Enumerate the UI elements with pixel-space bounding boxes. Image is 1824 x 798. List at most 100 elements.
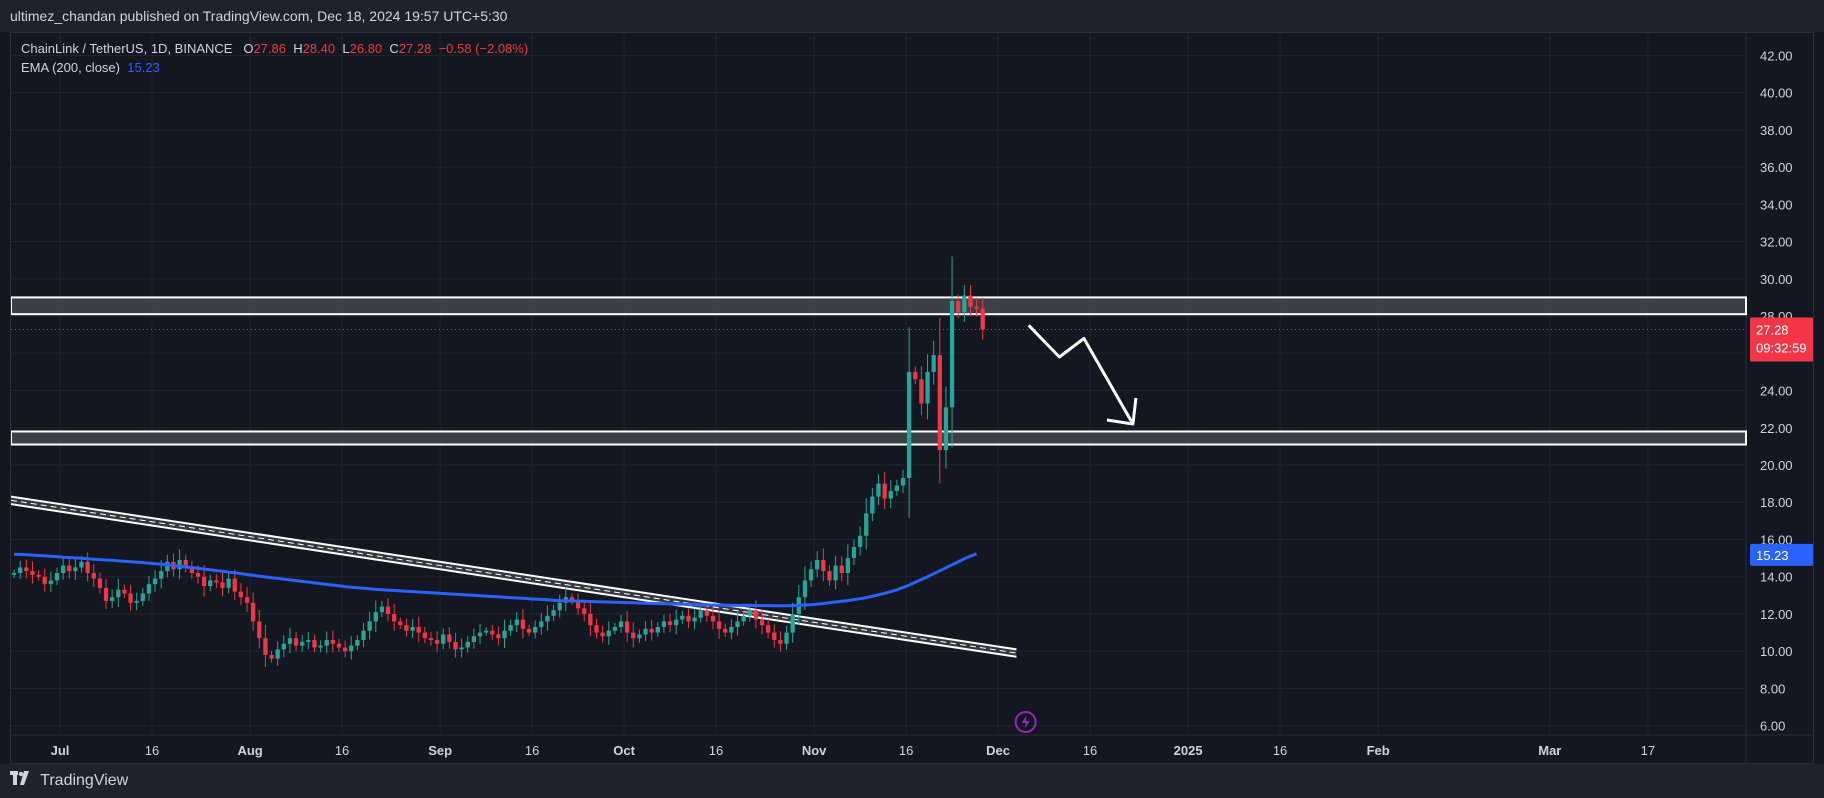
candle-body <box>545 615 550 622</box>
candle-body <box>195 573 201 577</box>
candle-body <box>238 591 244 598</box>
candle-body <box>526 628 532 633</box>
price-axis: 42.0040.0038.0036.0034.0032.0030.0028.00… <box>1760 48 1793 733</box>
candle-body <box>723 628 728 633</box>
candle-body <box>649 628 654 633</box>
candle-body <box>839 565 844 573</box>
candle-body <box>667 621 673 626</box>
candle-body <box>802 580 808 598</box>
candle-body <box>968 295 973 307</box>
trendlines <box>11 495 1017 658</box>
candle-body <box>753 610 759 620</box>
plot-area <box>11 33 1746 735</box>
candle-body <box>122 589 127 594</box>
candle-body <box>661 621 667 627</box>
time-tick-label: 16 <box>1273 743 1287 758</box>
candle-body <box>919 379 924 404</box>
ema-row[interactable]: EMA (200, close) 15.23 <box>21 58 528 77</box>
low-value: 26.80 <box>349 41 383 56</box>
candle-body <box>257 621 262 639</box>
candle-body <box>367 621 372 631</box>
candle-body <box>477 632 483 637</box>
ema-value: 15.23 <box>127 60 160 75</box>
candle-body <box>189 567 195 573</box>
tradingview-logo-icon <box>10 764 32 798</box>
candle-body <box>821 559 826 572</box>
price-chart[interactable]: 42.0040.0038.0036.0034.0032.0030.0028.00… <box>11 33 1814 764</box>
candle-body <box>54 573 60 581</box>
countdown-tag-value: 09:32:59 <box>1756 340 1807 355</box>
time-tick-label: Aug <box>237 743 262 758</box>
footer-brand[interactable]: TradingView <box>40 772 129 790</box>
time-tick-label: Feb <box>1367 743 1390 758</box>
candle-body <box>60 565 66 573</box>
candle-body <box>11 573 17 575</box>
support-zone <box>11 430 1747 446</box>
ema-price-tag <box>1750 543 1813 566</box>
candle-body <box>907 371 912 479</box>
change-value: −0.58 (−2.08%) <box>438 41 529 56</box>
candle-body <box>165 561 170 572</box>
price-tick-label: 16.00 <box>1760 532 1793 547</box>
time-tick-label: 16 <box>525 743 539 758</box>
candle-body <box>85 561 90 573</box>
candle-body <box>833 565 838 581</box>
price-tick-label: 10.00 <box>1760 644 1793 659</box>
candle-body <box>36 574 41 577</box>
close-value: 27.28 <box>398 41 432 56</box>
candle-body <box>398 621 403 626</box>
candle-body <box>759 619 765 626</box>
candle-body <box>281 643 286 650</box>
candle-body <box>772 632 777 641</box>
candle-body <box>569 597 575 601</box>
time-tick-label: 16 <box>709 743 723 758</box>
price-tick-label: 12.00 <box>1760 607 1793 622</box>
candle-body <box>422 632 427 639</box>
ohlc-row[interactable]: ChainLink / TetherUS, 1D, BINANCE O27.86… <box>21 39 528 58</box>
time-tick-label: Jul <box>51 743 70 758</box>
price-tick-label: 14.00 <box>1760 570 1793 585</box>
candle-body <box>980 308 985 330</box>
candle-body <box>373 612 378 622</box>
candle-body <box>514 619 519 626</box>
candle-body <box>73 567 78 572</box>
candle-body <box>251 602 256 622</box>
candle-body <box>600 632 605 637</box>
candle-body <box>606 630 611 637</box>
candle-body <box>110 597 115 601</box>
candle-body <box>287 638 293 644</box>
candle-body <box>385 606 391 614</box>
high-label: H <box>293 41 303 56</box>
price-tick-label: 24.00 <box>1760 384 1793 399</box>
candle-body <box>704 610 709 616</box>
candle-body <box>434 640 440 644</box>
candle-body <box>637 634 642 639</box>
candle-body <box>692 617 697 622</box>
candle-body <box>361 630 366 641</box>
candle-body <box>18 567 23 573</box>
candle-body <box>949 301 955 408</box>
candle-body <box>882 483 887 499</box>
candle-body <box>392 613 397 622</box>
candle-body <box>956 301 961 313</box>
time-axis: Jul 16 Aug 16 Sep 16 Oct 16 Nov 16 Dec 16 2025 16 Feb M… <box>51 743 1655 758</box>
time-tick-label: Dec <box>986 743 1010 758</box>
candle-body <box>655 627 660 633</box>
candle-body <box>159 571 164 579</box>
projection-path <box>1027 324 1135 425</box>
ema-label[interactable]: EMA (200, close) <box>21 60 120 75</box>
time-tick-label: 16 <box>899 743 913 758</box>
open-value: 27.86 <box>253 41 286 56</box>
price-tick-label: 32.00 <box>1760 235 1793 250</box>
legend: ChainLink / TetherUS, 1D, BINANCE O27.86… <box>21 39 528 77</box>
chart-panel[interactable]: 42.00 40.00 38.00 36.00 34.00 32.00 30.00 28.00… <box>10 32 1814 764</box>
price-tags: 27.28 09:32:59 15.23 <box>1750 317 1813 566</box>
candle-body <box>67 565 72 572</box>
symbol-title[interactable]: ChainLink / TetherUS, 1D, BINANCE <box>21 41 233 56</box>
low-label: L <box>342 41 350 56</box>
candle-body <box>97 578 103 588</box>
candle-body <box>428 638 434 641</box>
lightning-icon[interactable] <box>1014 711 1037 733</box>
candle-body <box>116 589 121 598</box>
candle-body <box>214 580 219 583</box>
